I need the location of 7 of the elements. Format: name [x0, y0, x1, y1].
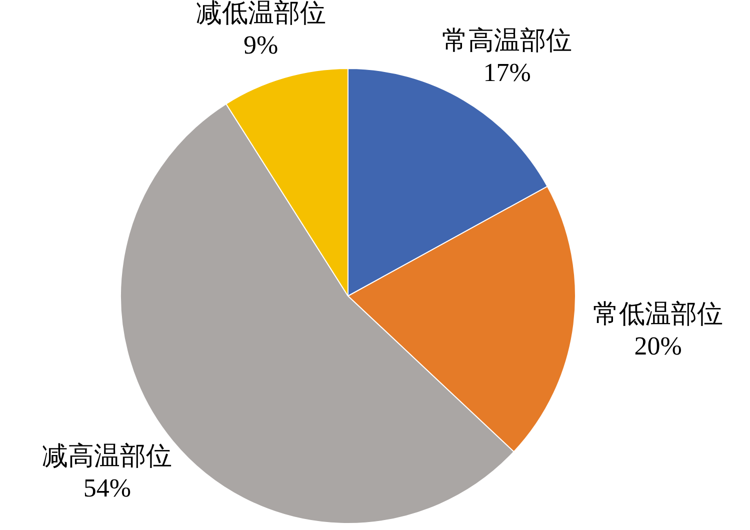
data-label: 20%	[634, 332, 682, 361]
slice-label: 减高温部位	[42, 442, 172, 471]
data-label: 9%	[243, 30, 278, 60]
data-label: 17%	[483, 58, 531, 87]
slice-label: 常低温部位	[593, 300, 724, 329]
data-label: 54%	[83, 474, 132, 503]
slice-label: 常高温部位	[442, 26, 572, 55]
